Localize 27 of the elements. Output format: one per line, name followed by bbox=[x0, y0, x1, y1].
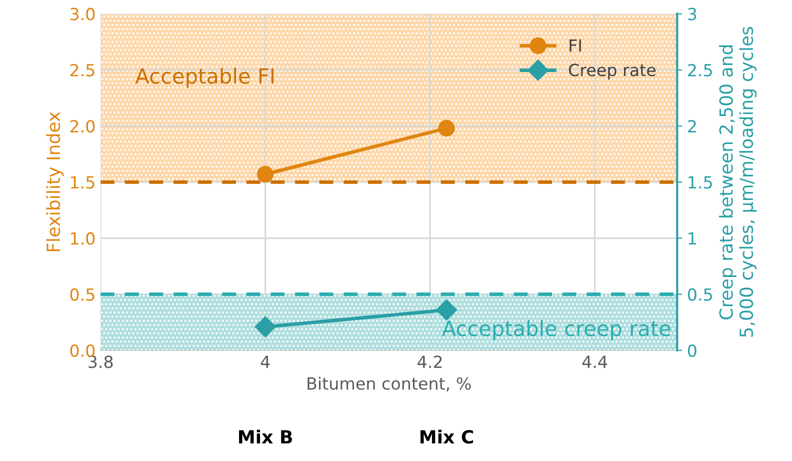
text: Mix B bbox=[239, 430, 292, 444]
y2-axis-title: Creep rate between 2,500 and 5,000 cycles, µm/m/loading cycles bbox=[718, 26, 757, 337]
band-label: Acceptable creep rate bbox=[442, 320, 670, 340]
y-tick-label: 1.0 bbox=[71, 232, 95, 245]
x-tick-label: 4.2 bbox=[418, 356, 442, 368]
y2-tick-label: 1 bbox=[688, 232, 696, 245]
x-tick-label: 4.4 bbox=[582, 356, 608, 368]
y2-tick-label: 0 bbox=[688, 344, 696, 357]
y2-tick-label: 2.5 bbox=[688, 64, 712, 76]
band-label: Acceptable FI bbox=[135, 68, 274, 88]
x-axis-title: Bitumen content, % bbox=[308, 376, 471, 392]
text: Mix C bbox=[420, 430, 474, 444]
y2-tick-label: 2 bbox=[688, 120, 696, 132]
x-tick-label: 4 bbox=[260, 356, 270, 368]
y-tick-label: 0.5 bbox=[70, 288, 94, 301]
legend-label: FI bbox=[570, 39, 581, 52]
x-tick-label: 3.8 bbox=[88, 356, 113, 368]
y-tick-label: 2.0 bbox=[70, 120, 95, 133]
y-tick-label: 0.0 bbox=[70, 344, 95, 357]
y2-tick-label: 0.5 bbox=[688, 288, 712, 301]
y-tick-label: 3.0 bbox=[70, 8, 95, 20]
legend-label: Creep rate bbox=[568, 64, 656, 80]
y2-tick-label: 3 bbox=[688, 8, 696, 20]
y-axis-title: Flexibility Index bbox=[46, 112, 64, 252]
y-tick-label: 1.5 bbox=[71, 176, 94, 189]
y2-tick-label: 1.5 bbox=[688, 176, 712, 189]
y-tick-label: 2.5 bbox=[70, 64, 94, 76]
